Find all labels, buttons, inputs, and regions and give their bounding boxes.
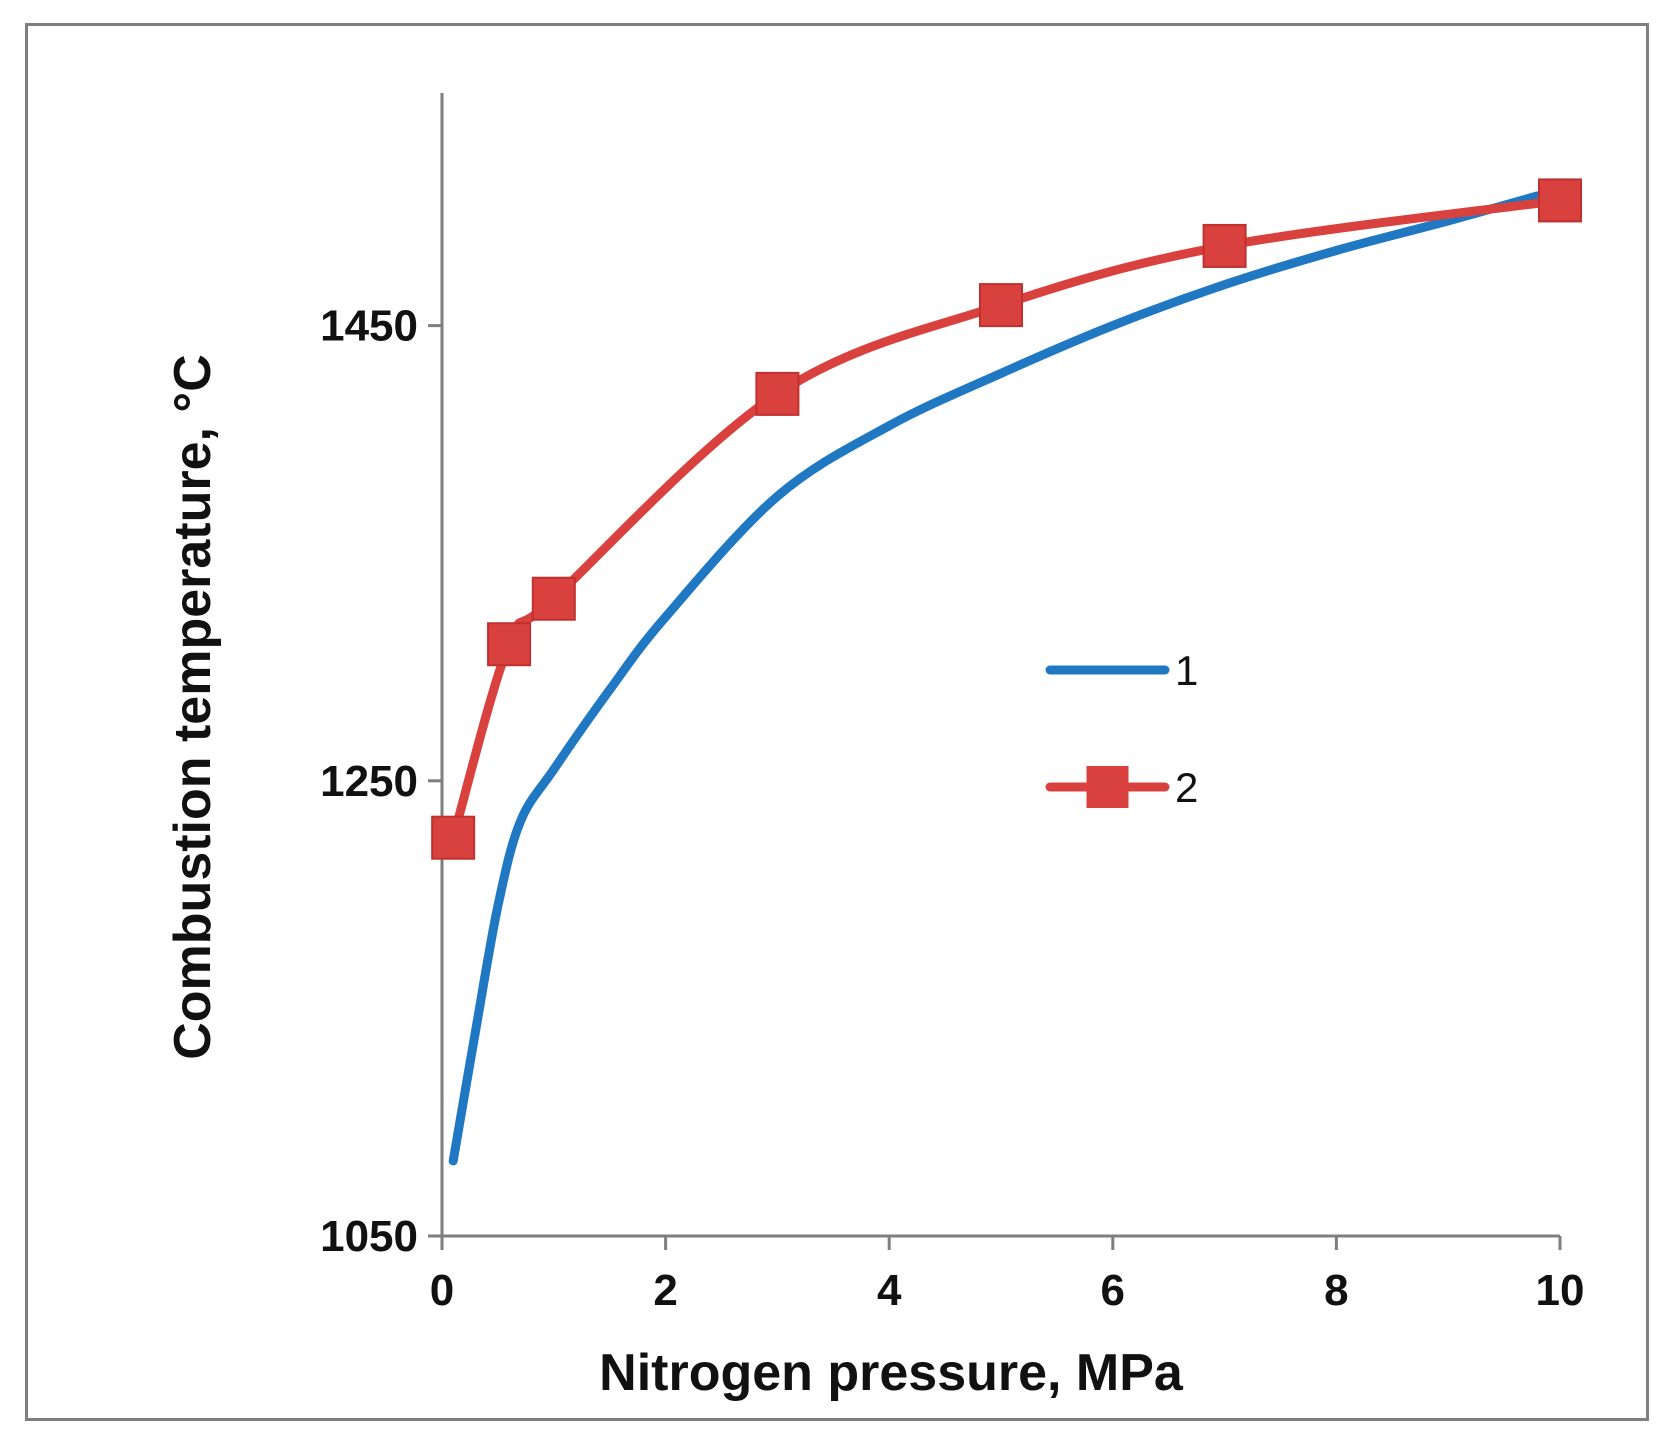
- y-axis-title: Combustion temperature, °C: [164, 354, 222, 1060]
- chart-frame: [25, 23, 1649, 1421]
- legend-label-1: 1: [1175, 647, 1198, 694]
- x-tick-label: 8: [1324, 1266, 1348, 1315]
- series-2-point: [979, 283, 1023, 328]
- series-2: [431, 178, 1582, 860]
- series-2-point: [531, 576, 576, 621]
- series-1: [448, 191, 1543, 1166]
- y-tick-label: 1050: [320, 1212, 418, 1261]
- x-tick-label: 2: [653, 1266, 677, 1315]
- axes: 1050 1250 1450 0 2 4 6 8 10: [320, 93, 1584, 1315]
- x-tick-label: 10: [1536, 1266, 1585, 1315]
- series-2-point: [487, 622, 532, 667]
- x-tick-label: 4: [877, 1266, 902, 1315]
- legend-label-2: 2: [1175, 764, 1198, 811]
- series-2-point: [431, 815, 476, 860]
- series-layer: [431, 178, 1582, 1166]
- y-tick-label: 1450: [320, 302, 418, 351]
- series-2-point: [1202, 223, 1247, 268]
- series-2-point: [755, 371, 800, 416]
- legend-marker-2: [1086, 766, 1129, 808]
- series-1-line: [448, 191, 1543, 1166]
- legend: 12: [1045, 647, 1198, 811]
- series-2-point: [1538, 178, 1582, 223]
- x-axis-title: Nitrogen pressure, MPa: [599, 1344, 1184, 1402]
- x-tick-label: 6: [1101, 1266, 1125, 1315]
- y-tick-label: 1250: [320, 757, 418, 806]
- x-tick-label: 0: [430, 1266, 454, 1315]
